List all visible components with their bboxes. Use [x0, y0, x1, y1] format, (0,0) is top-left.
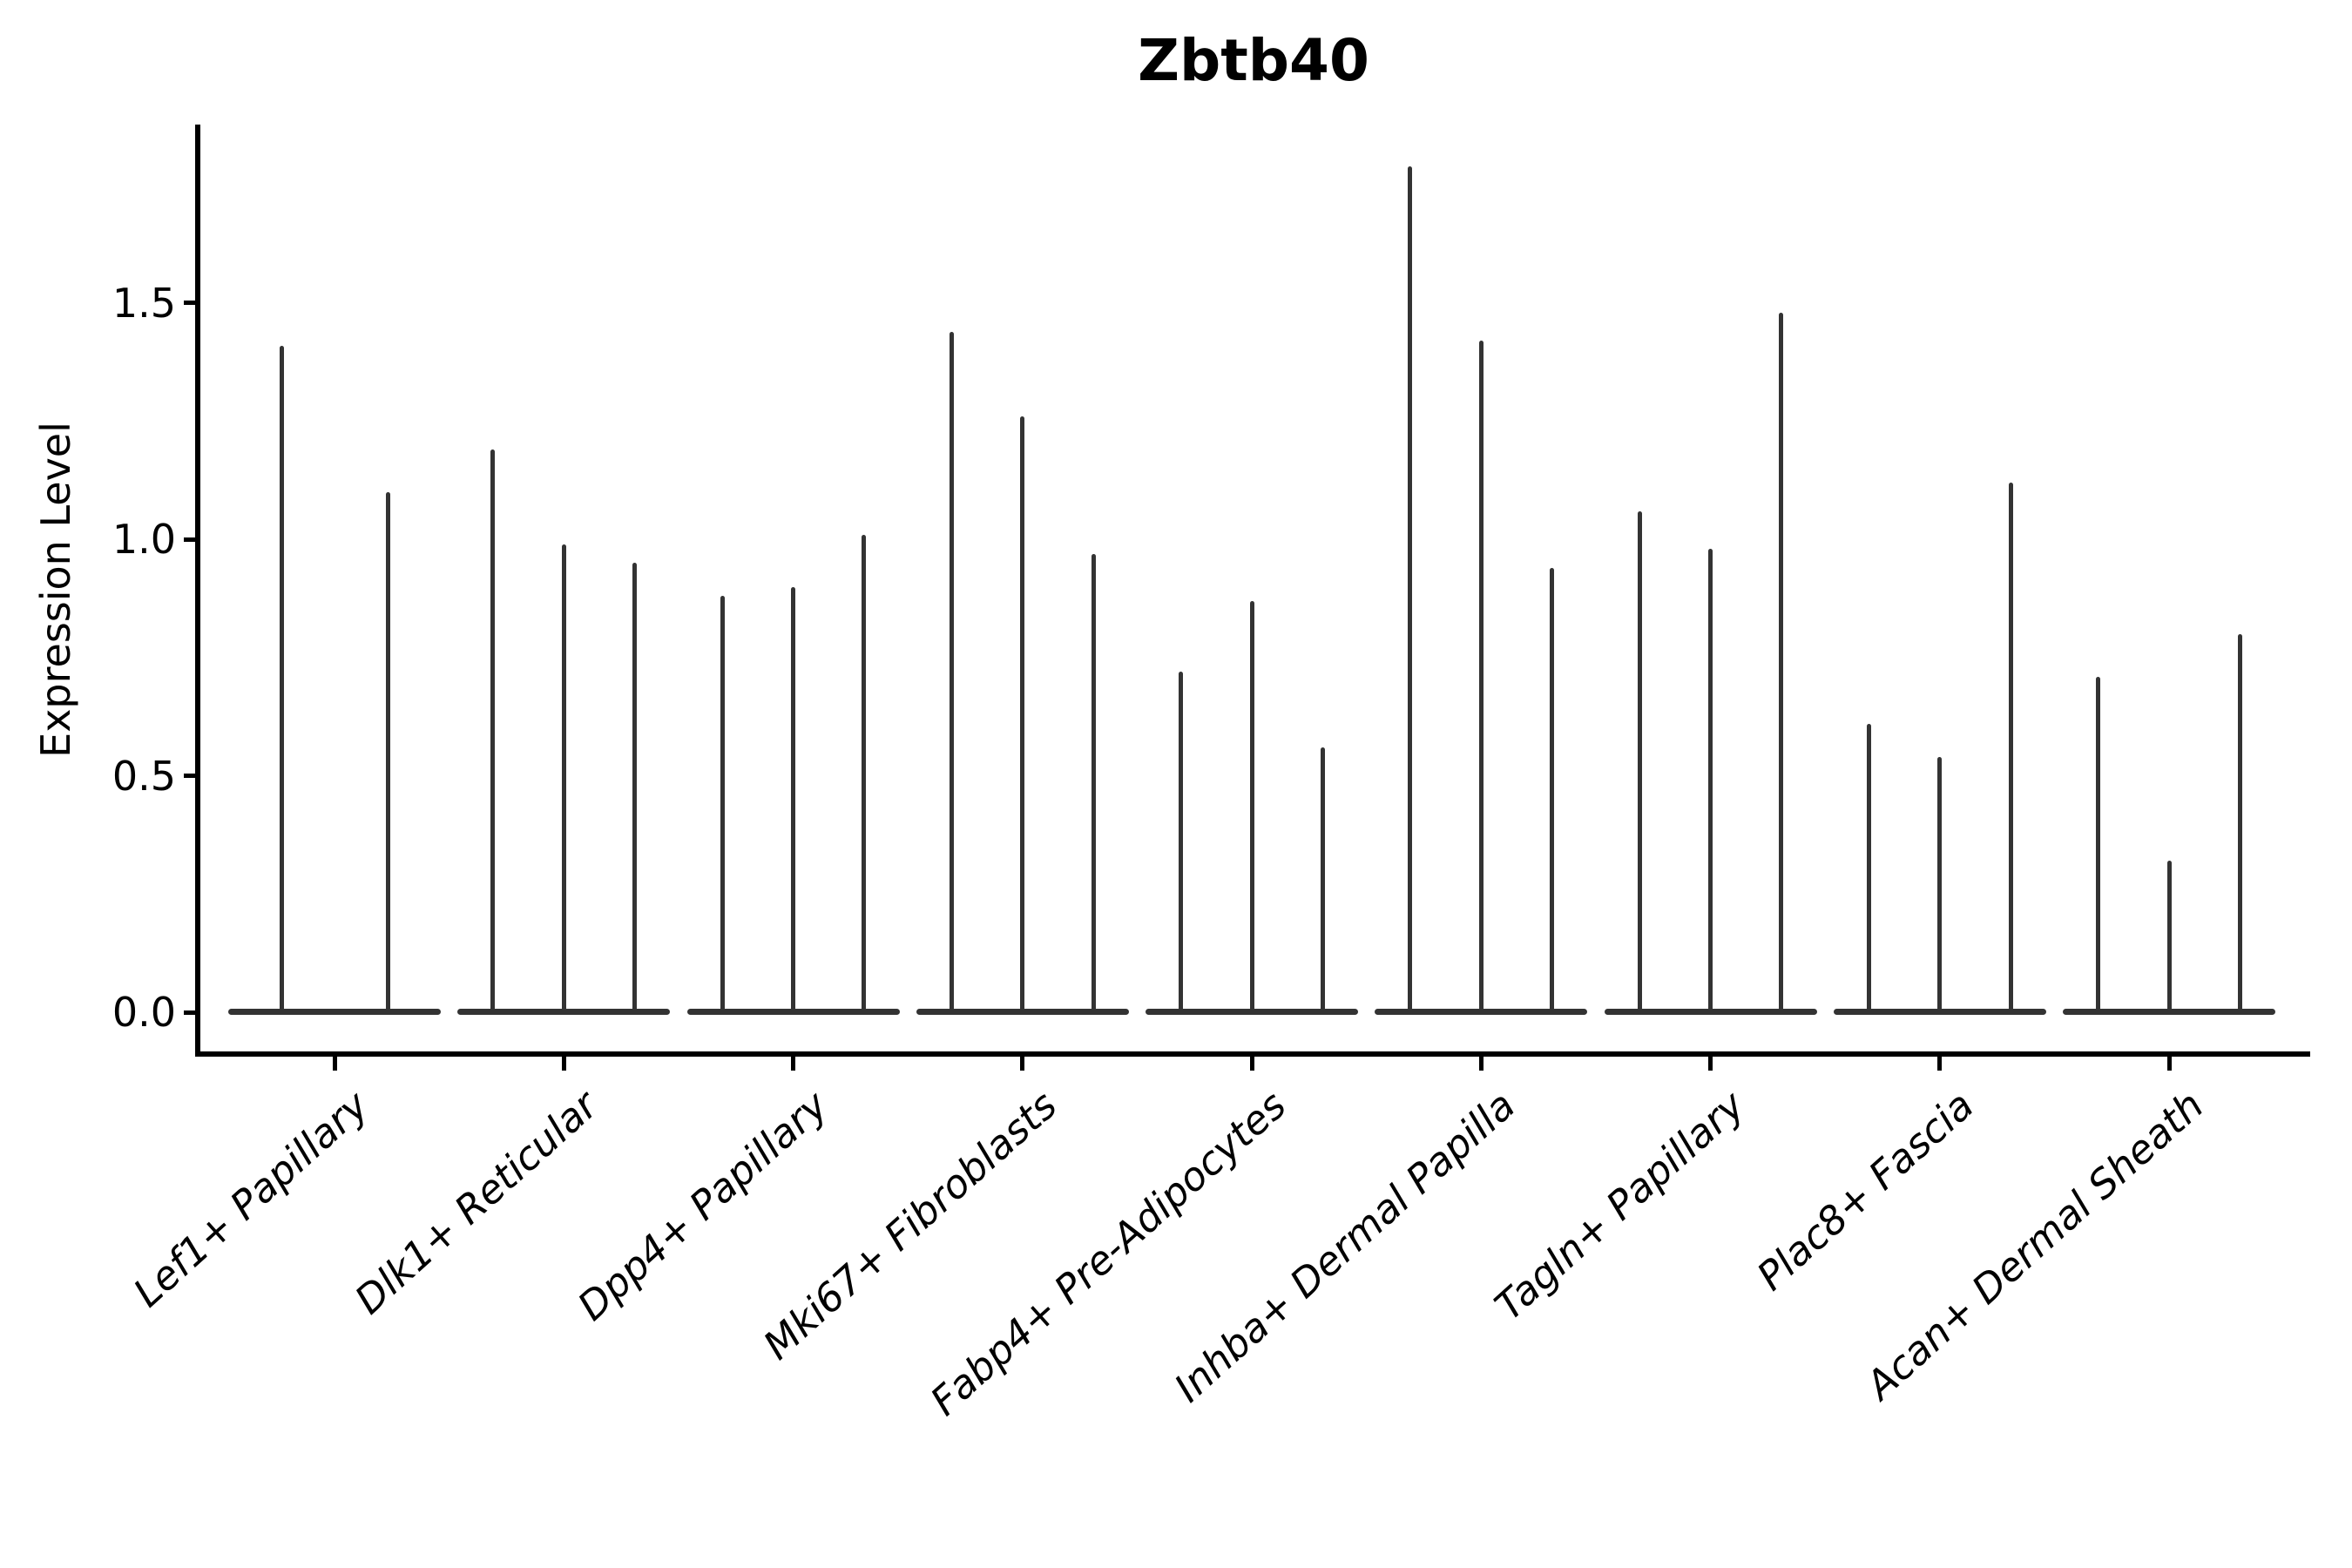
violin-needle [561, 544, 566, 1014]
x-tick-label: Dpp4+ Papillary [568, 1082, 836, 1330]
violin-needle [1550, 567, 1555, 1014]
violin-needle [2237, 633, 2242, 1014]
y-tick-mark [184, 774, 198, 779]
x-tick-mark [1478, 1057, 1484, 1071]
violin-needle [1408, 166, 1413, 1014]
x-tick-label: Lef1+ Papillary [125, 1082, 378, 1316]
x-tick-mark [791, 1057, 795, 1071]
y-tick-label: 0.0 [112, 989, 176, 1036]
violin-needle [2008, 483, 2013, 1014]
violin-needle [720, 596, 725, 1014]
x-tick-label: Dlk1+ Reticular [346, 1082, 607, 1323]
y-tick-mark [184, 301, 198, 306]
chart-title: Zbtb40 [1138, 27, 1369, 94]
violin-needle [949, 331, 954, 1014]
violin-zero-body [228, 1009, 441, 1015]
violin-needle [1866, 723, 1871, 1014]
violin-needle [1779, 312, 1784, 1014]
x-tick-label: Tagln+ Papillary [1485, 1082, 1754, 1329]
violin-needle [791, 586, 795, 1014]
violin-needle [490, 449, 496, 1014]
violin-needle [1249, 600, 1254, 1014]
x-tick-mark [332, 1057, 337, 1071]
violin-needle [385, 492, 390, 1014]
x-tick-mark [1249, 1057, 1254, 1071]
violin-needle [1320, 747, 1325, 1014]
violin-needle [1179, 672, 1184, 1014]
violin-needle [279, 345, 284, 1014]
x-tick-label: Plac8+ Fascia [1748, 1082, 1984, 1300]
x-tick-mark [1937, 1057, 1943, 1071]
violin-needle [1020, 416, 1025, 1014]
violin-needle [2096, 676, 2101, 1014]
x-tick-mark [1020, 1057, 1025, 1071]
violin-needle [632, 563, 638, 1014]
x-tick-mark [1708, 1057, 1713, 1071]
left-axis-spine [195, 125, 200, 1057]
violin-needle [1478, 341, 1484, 1014]
y-tick-label: 0.5 [112, 752, 176, 800]
violin-needle [1091, 553, 1096, 1014]
bottom-axis-spine [195, 1051, 2310, 1057]
violin-needle [1937, 756, 1943, 1014]
y-tick-mark [184, 537, 198, 542]
y-axis-label: Expression Level [32, 422, 79, 758]
y-tick-label: 1.5 [112, 279, 176, 327]
x-tick-mark [2166, 1057, 2172, 1071]
x-tick-mark [561, 1057, 566, 1071]
violin-needle [1708, 549, 1713, 1014]
violin-needle [2166, 861, 2172, 1014]
y-tick-mark [184, 1010, 198, 1015]
violin-needle [1637, 510, 1642, 1014]
violin-needle [862, 534, 867, 1014]
y-tick-label: 1.0 [112, 516, 176, 564]
